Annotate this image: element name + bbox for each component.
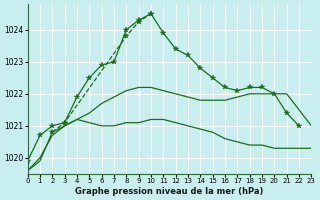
X-axis label: Graphe pression niveau de la mer (hPa): Graphe pression niveau de la mer (hPa): [75, 187, 264, 196]
